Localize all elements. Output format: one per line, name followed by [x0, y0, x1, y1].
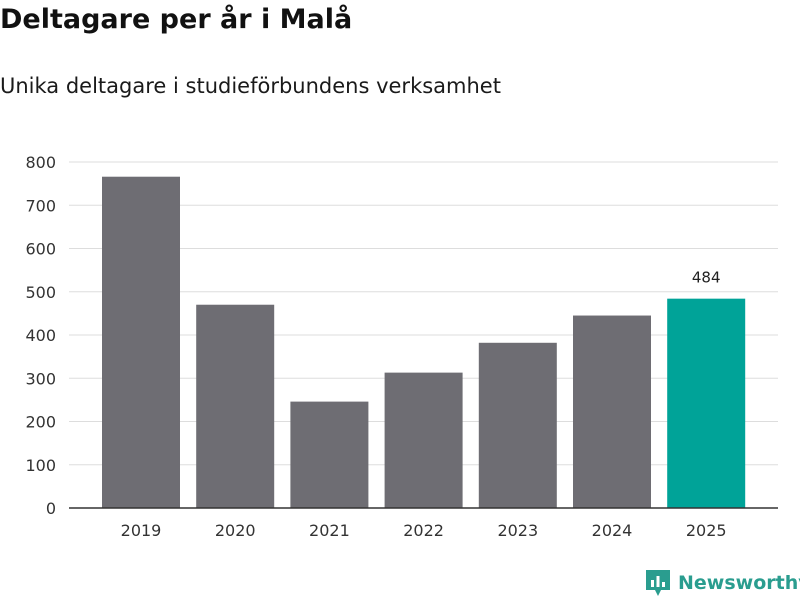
x-tick-label: 2022 [403, 521, 444, 540]
bar-2024 [573, 315, 651, 508]
bar-2022 [384, 372, 463, 508]
y-tick-label: 0 [46, 499, 56, 518]
x-tick-label: 2023 [497, 521, 538, 540]
x-tick-label: 2021 [309, 521, 350, 540]
x-tick-label: 2025 [686, 521, 727, 540]
bar-2020 [196, 304, 275, 508]
y-tick-label: 500 [25, 283, 56, 302]
bar-2023 [478, 342, 557, 508]
labels: 0 100 200 300 400 500 600 700 800 2019 2020 2021 202… [25, 153, 726, 540]
newsworthy-logo-icon [646, 570, 670, 596]
y-tick-label: 400 [25, 326, 56, 345]
y-tick-label: 200 [25, 413, 56, 432]
bars [102, 176, 746, 508]
data-label: 484 [692, 269, 721, 287]
bar-2019 [102, 176, 180, 508]
chart-title: Deltagare per år i Malå [0, 4, 353, 35]
bar-2025 [667, 298, 746, 508]
y-tick-label: 300 [25, 369, 56, 388]
y-tick-label: 800 [25, 153, 56, 172]
y-tick-label: 700 [25, 196, 56, 215]
y-tick-label: 600 [25, 240, 56, 259]
brand-name: Newsworthy [678, 572, 800, 594]
y-tick-label: 100 [25, 456, 56, 475]
chart-subtitle: Unika deltagare i studieförbundens verks… [0, 74, 501, 98]
x-tick-label: 2019 [121, 521, 162, 540]
brand-logo: Newsworthy [644, 568, 800, 598]
x-tick-label: 2024 [592, 521, 633, 540]
bar-2021 [290, 401, 369, 508]
x-tick-label: 2020 [215, 521, 256, 540]
